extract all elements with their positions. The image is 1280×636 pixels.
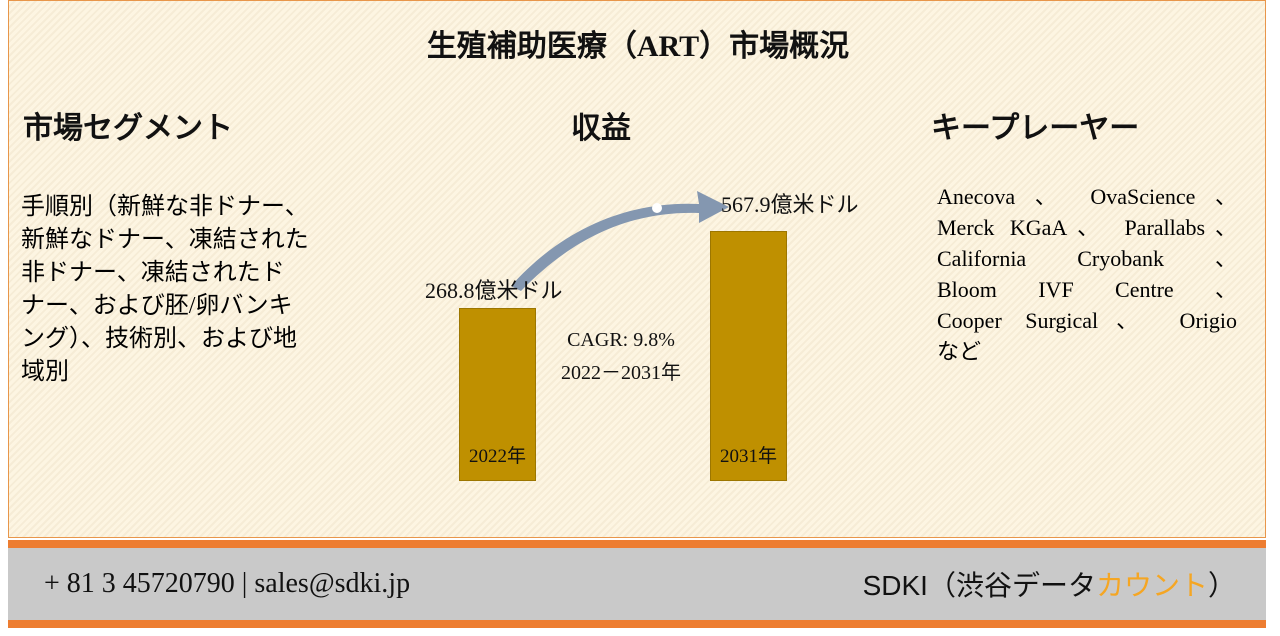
list-line: Cooper Surgical、 Origio bbox=[937, 308, 1237, 333]
list-line: Bloom IVF Centre 、 bbox=[937, 277, 1237, 302]
arrow-dot bbox=[652, 203, 662, 213]
segments-heading: 市場セグメント bbox=[23, 112, 233, 145]
list-line: ナー、および胚/卵バンキ bbox=[21, 293, 293, 319]
list-line: Anecova 、 OvaScience 、 bbox=[937, 184, 1237, 209]
footer: + 81 3 45720790 | sales@sdki.jp SDKI（渋谷デ… bbox=[8, 540, 1266, 628]
brand-close: ） bbox=[1207, 570, 1236, 601]
panel: 生殖補助医療（ART）市場概況 市場セグメント 収益 キープレーヤー 手順別（新… bbox=[8, 0, 1266, 538]
start-value: 268.8億米ドル bbox=[425, 278, 563, 303]
list-line: 新鮮なドナー、凍結された bbox=[21, 227, 309, 253]
list-line: 域別 bbox=[21, 359, 69, 385]
list-line: など bbox=[937, 339, 982, 364]
contact: + 81 3 45720790 | sales@sdki.jp bbox=[44, 568, 411, 599]
arrow-layer bbox=[511, 191, 729, 291]
brand-text: SDKI（渋谷データ bbox=[862, 570, 1096, 601]
growth-arrow bbox=[511, 191, 729, 291]
list-line: Merck KGaA、 Parallabs、 bbox=[937, 215, 1237, 240]
players-heading: キープレーヤー bbox=[931, 112, 1140, 145]
bar-2031 bbox=[710, 231, 787, 481]
list-line: ング）、技術別、および地 bbox=[21, 326, 297, 352]
footer-band: + 81 3 45720790 | sales@sdki.jp SDKI（渋谷デ… bbox=[8, 548, 1266, 620]
cagr-period: 2022－2031年 bbox=[561, 362, 681, 384]
list-line: 非ドナー、凍結されたド bbox=[21, 260, 285, 286]
bar-2022 bbox=[459, 308, 536, 481]
start-year: 2022年 bbox=[468, 446, 526, 467]
end-value: 567.9億米ドル bbox=[721, 192, 859, 217]
end-year: 2031年 bbox=[719, 446, 777, 467]
cagr: CAGR: 9.8% bbox=[567, 329, 675, 351]
title: 生殖補助医療（ART）市場概況 bbox=[426, 30, 850, 63]
players-list: Anecova 、 OvaScience 、 Merck KGaA、 Parall… bbox=[937, 181, 1237, 367]
revenue-heading: 収益 bbox=[571, 112, 631, 145]
list-line: 手順別（新鮮な非ドナー、 bbox=[21, 194, 309, 220]
segments-list: 手順別（新鮮な非ドナー、 新鮮なドナー、凍結された 非ドナー、凍結されたド ナー、およ… bbox=[21, 191, 309, 389]
brand: SDKI（渋谷データカウント） bbox=[863, 564, 1236, 604]
brand-accent: カウント bbox=[1095, 570, 1208, 601]
list-line: California Cryobank 、 bbox=[937, 246, 1237, 271]
